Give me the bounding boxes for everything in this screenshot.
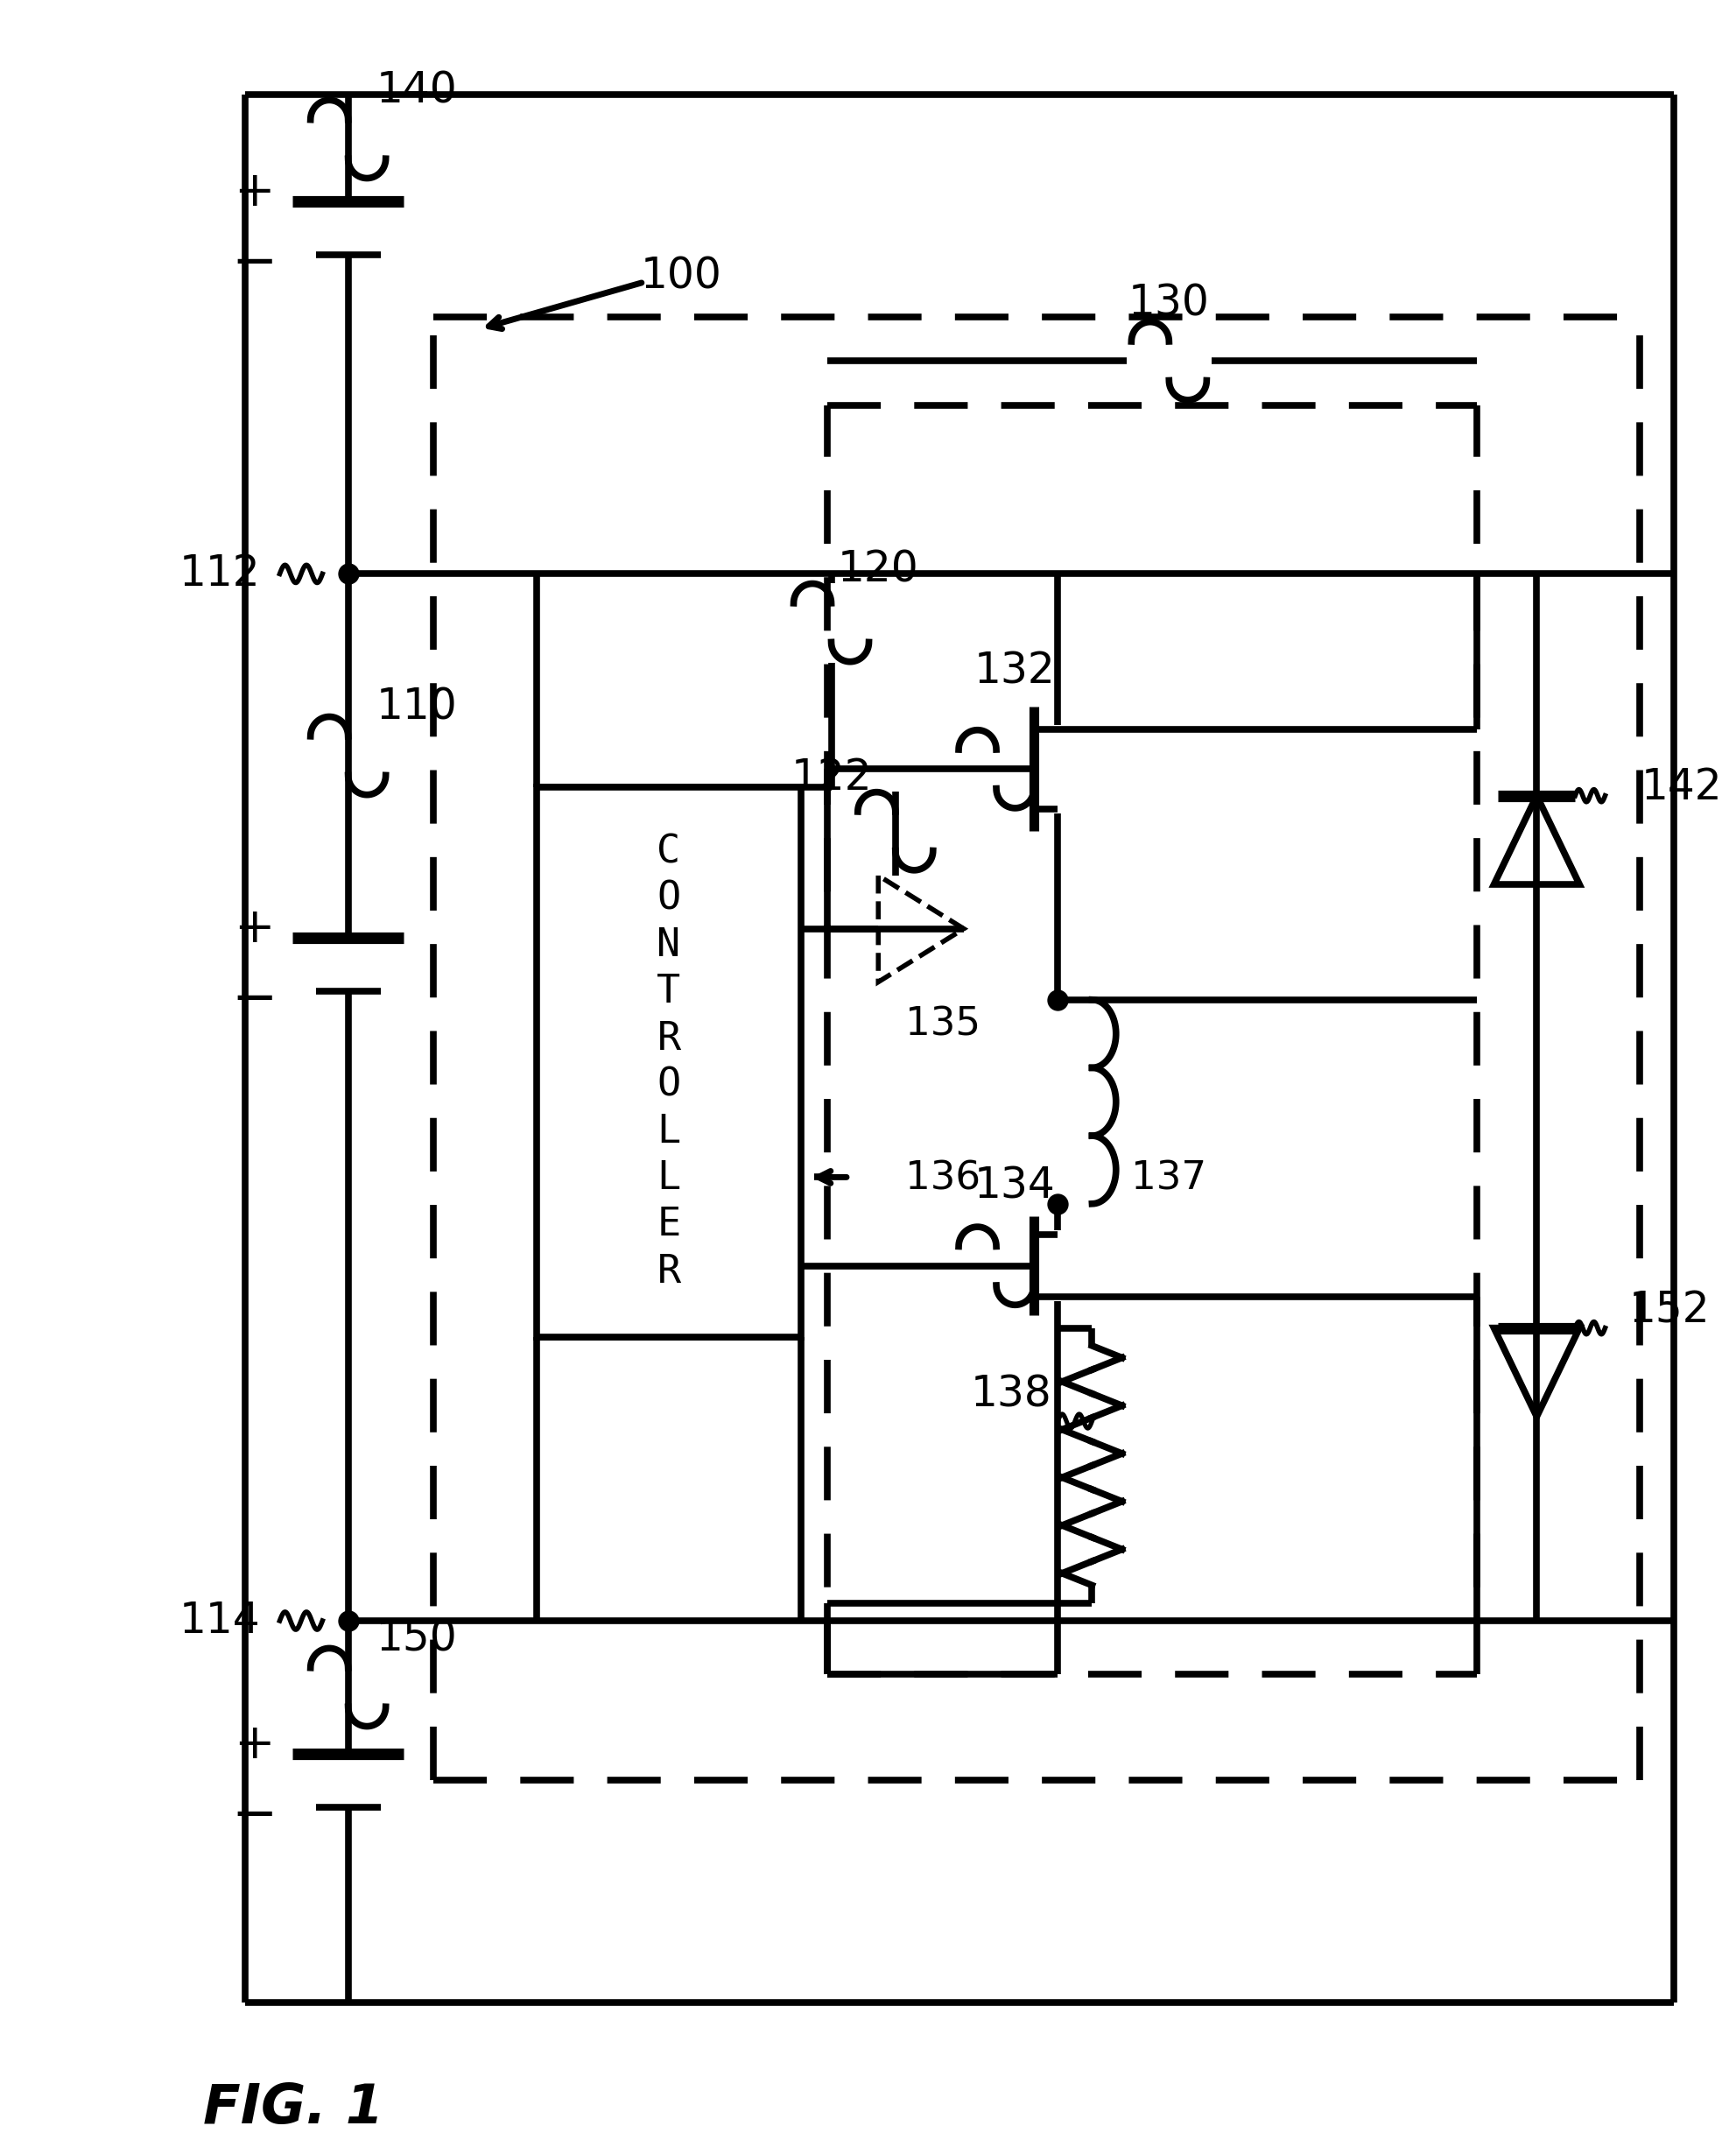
Text: 112: 112	[179, 554, 260, 595]
Text: 135: 135	[906, 1005, 981, 1043]
Text: 130: 130	[1128, 281, 1210, 324]
Text: FIG. 1: FIG. 1	[203, 2083, 384, 2134]
Text: +: +	[234, 1722, 274, 1769]
Text: −: −	[231, 236, 278, 290]
Text: 136: 136	[906, 1159, 981, 1198]
Bar	[536, 786, 802, 1338]
Text: 100: 100	[641, 255, 722, 298]
Text: 142: 142	[1642, 766, 1722, 807]
Text: 114: 114	[179, 1600, 260, 1642]
Text: 110: 110	[377, 685, 457, 728]
Text: 138: 138	[970, 1374, 1052, 1415]
Text: 122: 122	[790, 758, 871, 799]
Text: 134: 134	[974, 1166, 1055, 1207]
Text: 120: 120	[838, 547, 918, 590]
Text: +: +	[234, 170, 274, 217]
Text: 150: 150	[377, 1617, 457, 1660]
Text: C
O
N
T
R
O
L
L
E
R: C O N T R O L L E R	[656, 833, 681, 1290]
Text: −: −	[231, 1791, 278, 1842]
Text: +: +	[234, 906, 274, 953]
Text: −: −	[231, 973, 278, 1026]
Text: 152: 152	[1628, 1288, 1710, 1331]
Text: 132: 132	[974, 651, 1055, 693]
Text: 137: 137	[1132, 1159, 1207, 1198]
Text: 140: 140	[377, 69, 457, 112]
